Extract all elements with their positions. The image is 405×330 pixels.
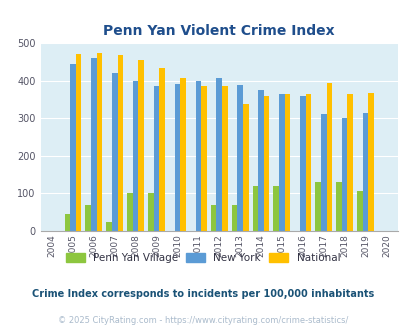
Bar [231, 205, 237, 231]
Bar [341, 118, 347, 231]
Bar [127, 193, 132, 231]
Bar [273, 186, 278, 231]
Bar [237, 85, 242, 231]
Bar [96, 53, 102, 231]
Bar [195, 81, 200, 231]
Bar [112, 73, 117, 231]
Bar [148, 193, 153, 231]
Bar [356, 191, 362, 231]
Bar [242, 104, 248, 231]
Bar [314, 182, 320, 231]
Bar [117, 55, 123, 231]
Bar [326, 83, 331, 231]
Bar [367, 92, 373, 231]
Bar [284, 94, 290, 231]
Bar [362, 113, 367, 231]
Bar [278, 94, 284, 231]
Bar [91, 58, 96, 231]
Bar [132, 81, 138, 231]
Bar [263, 96, 269, 231]
Bar [85, 205, 91, 231]
Bar [76, 54, 81, 231]
Bar [347, 94, 352, 231]
Bar [64, 214, 70, 231]
Bar [210, 205, 216, 231]
Legend: Penn Yan Village, New York, National: Penn Yan Village, New York, National [62, 249, 343, 267]
Bar [153, 86, 159, 231]
Bar [200, 86, 206, 231]
Bar [216, 78, 222, 231]
Bar [299, 96, 305, 231]
Bar [252, 186, 258, 231]
Bar [138, 60, 144, 231]
Text: © 2025 CityRating.com - https://www.cityrating.com/crime-statistics/: © 2025 CityRating.com - https://www.city… [58, 315, 347, 325]
Bar [222, 86, 227, 231]
Bar [258, 90, 263, 231]
Bar [335, 182, 341, 231]
Bar [159, 69, 164, 231]
Bar [174, 84, 180, 231]
Bar [106, 222, 112, 231]
Text: Crime Index corresponds to incidents per 100,000 inhabitants: Crime Index corresponds to incidents per… [32, 289, 373, 299]
Bar [320, 115, 326, 231]
Bar [180, 78, 185, 231]
Title: Penn Yan Violent Crime Index: Penn Yan Violent Crime Index [103, 23, 334, 38]
Bar [70, 64, 76, 231]
Bar [305, 94, 311, 231]
